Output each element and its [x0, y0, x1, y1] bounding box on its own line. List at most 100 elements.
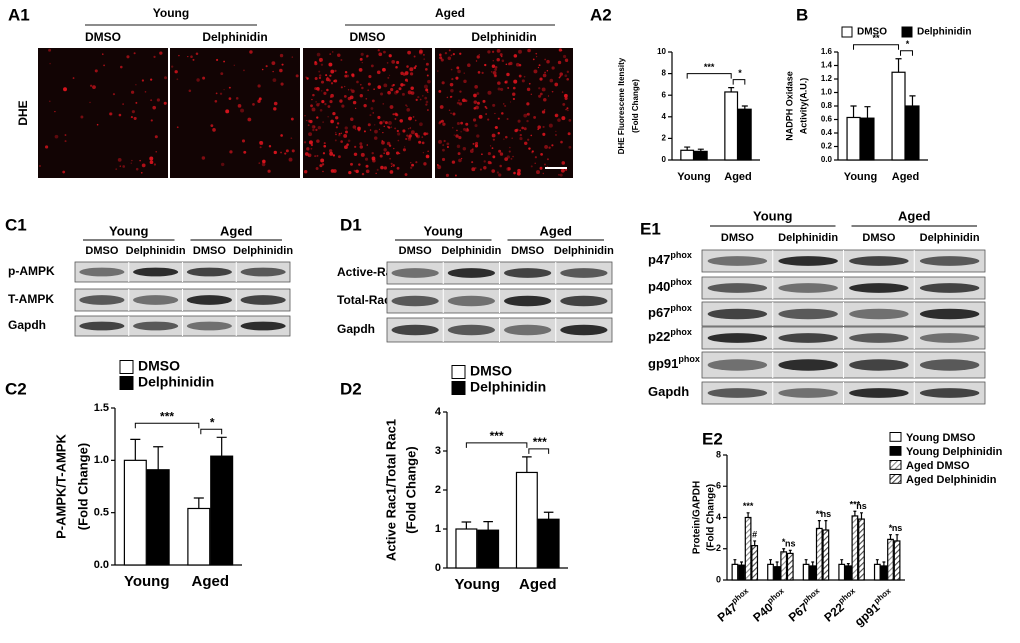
stain-dot: [344, 71, 348, 74]
significance-label: ns: [785, 539, 796, 549]
stain-dot: [267, 169, 271, 173]
stain-dot: [343, 94, 347, 98]
stain-dot: [395, 151, 400, 155]
stain-dot: [561, 116, 566, 121]
stain-dot: [451, 77, 454, 81]
blot-band: [778, 283, 838, 293]
stain-dot: [171, 65, 174, 68]
stain-dot: [135, 167, 139, 171]
stain-dot: [463, 127, 467, 131]
legend-label: Delphinidin: [917, 27, 971, 38]
stain-dot: [341, 104, 345, 108]
stain-dot: [494, 126, 498, 130]
stain-dot: [141, 79, 145, 82]
stain-dot: [386, 141, 391, 146]
stain-dot: [257, 84, 261, 88]
stain-dot: [517, 119, 521, 123]
stain-dot: [389, 105, 394, 109]
stain-dot: [383, 125, 385, 128]
stain-dot: [356, 80, 359, 84]
stain-dot: [259, 141, 262, 144]
stain-dot: [487, 152, 491, 156]
stain-dot: [326, 88, 329, 92]
row-name: p40: [648, 279, 670, 294]
stain-dot: [518, 49, 522, 54]
stain-dot: [374, 124, 376, 126]
error-bar: [864, 106, 871, 119]
stain-dot: [94, 69, 98, 73]
stain-dot: [538, 94, 542, 98]
y-tick-label: 1: [435, 523, 441, 535]
y-axis-label: (Fold Change): [706, 484, 717, 551]
stain-dot: [334, 139, 337, 142]
stain-dot: [494, 65, 498, 69]
stain-dot: [441, 81, 445, 85]
row-label: Gapdh: [648, 384, 689, 399]
stain-dot: [497, 117, 500, 120]
stain-dot: [494, 112, 496, 115]
stain-dot: [89, 101, 91, 104]
stain-dot: [460, 131, 462, 133]
stain-dot: [484, 63, 487, 67]
stain-dot: [133, 52, 136, 55]
stain-dot: [365, 169, 370, 174]
stain-dot: [403, 146, 406, 148]
bar: [515, 471, 538, 569]
stain-label: DHE: [16, 100, 30, 125]
stain-dot: [390, 88, 394, 92]
stain-dot: [523, 75, 526, 78]
legend-label: Aged DMSO: [906, 460, 970, 472]
stain-dot: [413, 55, 416, 58]
condition-label: DMSO: [85, 30, 121, 44]
bar: [802, 563, 810, 581]
stain-dot: [481, 71, 484, 74]
stain-dot: [484, 105, 487, 108]
stain-dot: [507, 86, 510, 89]
stain-dot: [315, 101, 317, 103]
stain-dot: [566, 70, 570, 74]
stain-dot: [223, 89, 225, 91]
stain-dot: [437, 70, 439, 72]
stain-dot: [379, 154, 383, 158]
stain-dot: [373, 88, 375, 91]
stain-dot: [316, 154, 319, 157]
stain-dot: [382, 102, 385, 105]
stain-dot: [390, 165, 393, 168]
blot-band: [707, 308, 768, 320]
error-bar: [461, 521, 472, 529]
stain-dot: [317, 126, 321, 130]
stain-dot: [119, 165, 121, 167]
stain-dot: [149, 160, 154, 165]
y-tick-label: 1.4: [821, 61, 833, 70]
stain-dot: [541, 110, 546, 114]
stain-dot: [501, 59, 505, 63]
stain-dot: [210, 124, 214, 128]
stain-dot: [566, 77, 569, 81]
bar: [455, 528, 478, 569]
stain-dot: [153, 163, 157, 166]
stain-dot: [344, 145, 348, 150]
stain-dot: [526, 119, 529, 123]
stain-dot: [378, 52, 383, 57]
stain-dot: [367, 89, 369, 91]
stain-dot: [333, 79, 336, 83]
stain-dot: [442, 148, 445, 152]
stain-dot: [557, 118, 561, 122]
significance-label: *: [906, 39, 910, 49]
stain-dot: [360, 52, 364, 56]
error-bar: [753, 540, 757, 546]
blot-band: [849, 359, 909, 371]
blot-band: [186, 321, 232, 331]
stain-dot: [48, 100, 51, 103]
stain-dot: [351, 89, 355, 94]
stain-dot: [371, 151, 374, 155]
stain-dot: [344, 74, 348, 78]
stain-dot: [306, 77, 309, 80]
blot-band: [778, 333, 838, 343]
stain-dot: [566, 107, 569, 110]
legend-label: DMSO: [470, 363, 512, 379]
bar: [893, 540, 901, 581]
stain-dot: [564, 96, 568, 100]
stain-dot: [122, 103, 124, 105]
y-tick-label: 1.5: [94, 402, 109, 414]
